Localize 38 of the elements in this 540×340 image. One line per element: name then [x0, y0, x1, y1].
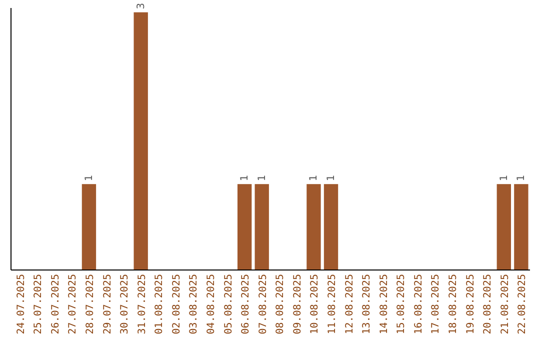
x-tick-label: 07.08.2025: [258, 274, 269, 334]
x-tick-label: 22.08.2025: [517, 274, 528, 334]
x-tick-label: 05.08.2025: [223, 274, 234, 334]
x-tick-label: 08.08.2025: [275, 274, 286, 334]
data-label: 1: [308, 174, 320, 182]
x-tick-label: 26.07.2025: [50, 274, 62, 334]
x-tick-label: 09.08.2025: [292, 274, 304, 334]
x-tick-label: 25.07.2025: [33, 274, 44, 334]
data-label: 1: [326, 174, 338, 182]
data-label: 1: [84, 174, 95, 182]
x-tick-label: 21.08.2025: [500, 274, 511, 334]
x-tick-label: 29.07.2025: [102, 274, 114, 334]
x-tick-label: 31.07.2025: [136, 274, 148, 334]
x-tick-label: 24.07.2025: [16, 274, 27, 334]
x-tick-label: 04.08.2025: [206, 274, 217, 334]
data-label: 1: [516, 174, 528, 182]
x-tick-label: 20.08.2025: [482, 274, 494, 334]
x-tick-label: 02.08.2025: [171, 274, 182, 334]
data-label: 1: [498, 174, 510, 182]
x-tick-label: 27.07.2025: [68, 274, 79, 334]
x-tick-label: 30.07.2025: [120, 274, 131, 334]
x-tick-label: 19.08.2025: [465, 274, 476, 334]
x-tick-label: 13.08.2025: [362, 274, 373, 334]
data-label: 3: [136, 2, 147, 10]
x-tick-label: 15.08.2025: [396, 274, 408, 334]
x-tick-label: 17.08.2025: [430, 274, 442, 334]
x-tick-label: 01.08.2025: [154, 274, 166, 334]
x-tick-label: 14.08.2025: [378, 274, 390, 334]
data-label: 1: [240, 174, 251, 182]
x-tick-label: 11.08.2025: [327, 274, 338, 334]
x-tick-label: 06.08.2025: [240, 274, 252, 334]
x-tick-label: 18.08.2025: [448, 274, 460, 334]
x-tick-label: 16.08.2025: [413, 274, 424, 334]
x-tick-label: 10.08.2025: [310, 274, 321, 334]
x-tick-label: 03.08.2025: [188, 274, 200, 334]
x-tick-label: 12.08.2025: [344, 274, 356, 334]
x-tick-label: 28.07.2025: [84, 274, 96, 334]
data-label: 1: [256, 174, 268, 182]
